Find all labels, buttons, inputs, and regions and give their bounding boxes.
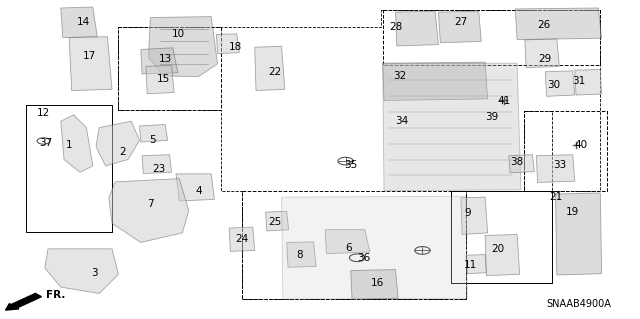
Polygon shape (545, 71, 575, 96)
Polygon shape (216, 34, 239, 54)
Text: 2: 2 (120, 146, 126, 157)
Polygon shape (282, 196, 467, 299)
Text: 15: 15 (157, 74, 170, 84)
Text: 24: 24 (236, 234, 248, 244)
Polygon shape (383, 63, 521, 191)
Polygon shape (485, 234, 520, 276)
Text: 38: 38 (511, 157, 524, 167)
Text: 39: 39 (485, 112, 498, 122)
Polygon shape (396, 11, 438, 46)
Text: 23: 23 (152, 164, 165, 174)
Polygon shape (61, 7, 97, 38)
Text: SNAAB4900A: SNAAB4900A (547, 299, 611, 309)
Polygon shape (287, 242, 316, 267)
Polygon shape (141, 48, 178, 74)
Text: 19: 19 (566, 207, 579, 217)
Polygon shape (266, 211, 289, 231)
Text: 35: 35 (344, 160, 357, 170)
Text: 7: 7 (147, 198, 154, 209)
Polygon shape (438, 11, 481, 43)
Polygon shape (45, 249, 118, 293)
Text: 27: 27 (454, 17, 467, 27)
Polygon shape (325, 230, 370, 254)
Text: 22: 22 (269, 67, 282, 77)
Text: 5: 5 (149, 135, 156, 145)
Text: 30: 30 (547, 79, 560, 90)
Text: FR.: FR. (46, 290, 65, 300)
Polygon shape (229, 227, 255, 251)
Text: 40: 40 (575, 140, 588, 150)
Polygon shape (109, 179, 189, 242)
Polygon shape (69, 37, 112, 91)
Polygon shape (461, 197, 488, 234)
Text: 14: 14 (77, 17, 90, 27)
Polygon shape (61, 115, 93, 172)
Text: 28: 28 (389, 22, 402, 32)
Text: 25: 25 (269, 217, 282, 227)
Text: 17: 17 (83, 51, 96, 61)
Text: 20: 20 (492, 244, 504, 254)
Polygon shape (383, 62, 488, 100)
Text: 18: 18 (229, 42, 242, 52)
Text: 21: 21 (549, 192, 562, 202)
Text: 4: 4 (195, 186, 202, 196)
Polygon shape (140, 124, 168, 142)
Polygon shape (515, 8, 602, 40)
Text: 37: 37 (40, 138, 52, 148)
Text: 13: 13 (159, 54, 172, 64)
Polygon shape (509, 155, 534, 173)
Text: 8: 8 (296, 250, 303, 260)
Polygon shape (536, 155, 575, 182)
Polygon shape (466, 255, 486, 274)
Text: 32: 32 (394, 71, 406, 81)
FancyArrow shape (6, 293, 42, 310)
Text: 6: 6 (346, 243, 352, 253)
Text: 3: 3 (92, 268, 98, 278)
Polygon shape (575, 70, 602, 95)
Text: 10: 10 (172, 29, 184, 40)
Polygon shape (556, 193, 602, 275)
Text: 34: 34 (396, 115, 408, 126)
Text: 36: 36 (357, 253, 370, 263)
Text: 1: 1 (66, 140, 72, 150)
Polygon shape (351, 270, 398, 299)
Polygon shape (146, 65, 174, 94)
Text: 9: 9 (464, 208, 470, 218)
Text: 29: 29 (539, 54, 552, 64)
Polygon shape (255, 46, 285, 91)
Polygon shape (148, 17, 218, 77)
Text: 12: 12 (37, 108, 50, 118)
Polygon shape (96, 121, 140, 166)
Text: 16: 16 (371, 278, 384, 288)
Text: 26: 26 (538, 20, 550, 30)
Polygon shape (176, 174, 214, 201)
Text: 11: 11 (464, 260, 477, 270)
Text: 33: 33 (554, 160, 566, 170)
Polygon shape (525, 39, 559, 68)
Polygon shape (142, 155, 172, 174)
Text: 41: 41 (498, 96, 511, 107)
Text: 31: 31 (573, 76, 586, 86)
